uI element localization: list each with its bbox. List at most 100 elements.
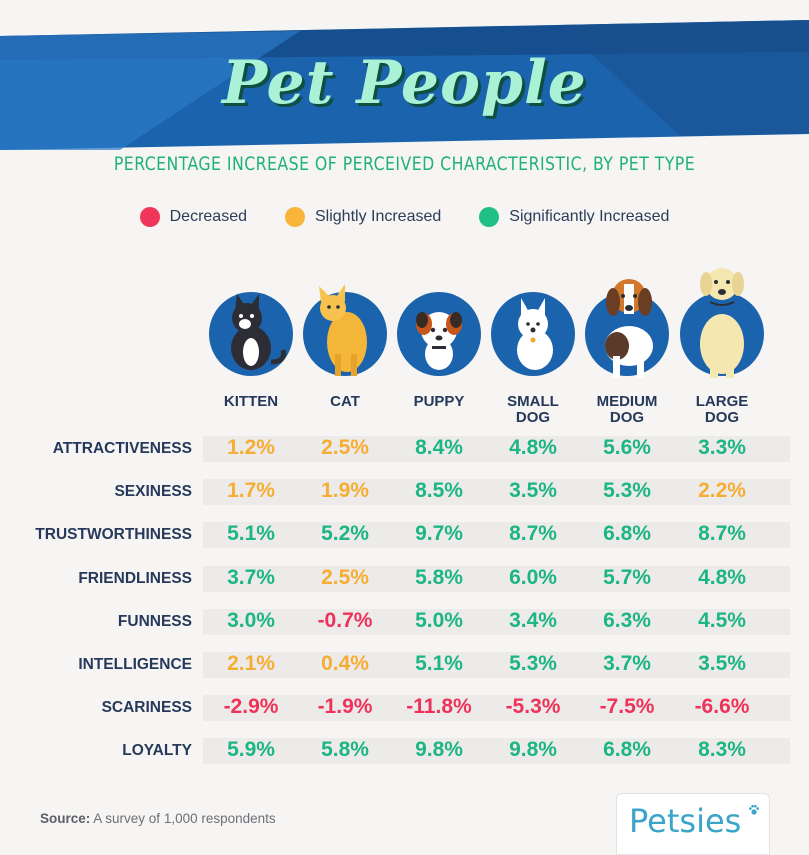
table-cell-large_dog: 8.7% bbox=[698, 522, 746, 546]
brand-name: Petsies bbox=[629, 802, 742, 840]
table-cell-cat: 1.9% bbox=[321, 479, 369, 503]
table-cell-medium_dog: 6.3% bbox=[603, 608, 651, 632]
table-cell-medium_dog: 5.6% bbox=[603, 436, 651, 459]
row-label: LOYALTY bbox=[122, 742, 192, 760]
table-cell-kitten: 3.0% bbox=[227, 608, 275, 632]
table-cell-kitten: -2.9% bbox=[223, 695, 279, 719]
row-label: SEXINESS bbox=[114, 483, 192, 501]
cat-icon bbox=[303, 284, 387, 376]
table-cell-kitten: 5.1% bbox=[227, 522, 275, 546]
table-cell-small_dog: 6.0% bbox=[509, 565, 557, 589]
table-cell-puppy: 8.5% bbox=[415, 479, 463, 503]
table-cell-puppy: 9.7% bbox=[415, 522, 463, 546]
table-row bbox=[203, 652, 790, 678]
column-header-line: SMALL bbox=[507, 393, 559, 410]
column-header-small-dog: SMALL DOG bbox=[486, 394, 580, 426]
table-cell-large_dog: 2.2% bbox=[698, 479, 746, 503]
row-label: FRIENDLINESS bbox=[78, 569, 192, 587]
table-cell-puppy: 5.8% bbox=[415, 565, 463, 589]
column-header-line: DOG bbox=[704, 409, 740, 426]
table-cell-small_dog: 3.5% bbox=[509, 479, 557, 503]
table-cell-small_dog: 9.8% bbox=[509, 738, 557, 762]
table-cell-cat: 2.5% bbox=[321, 436, 369, 459]
row-label: TRUSTWORTHINESS bbox=[35, 526, 192, 544]
column-header-kitten: KITTEN bbox=[204, 394, 298, 410]
column-header-line: CAT bbox=[330, 393, 360, 410]
table-cell-cat: -1.9% bbox=[317, 695, 373, 719]
source-text: A survey of 1,000 respondents bbox=[93, 811, 276, 826]
table-cell-puppy: 5.1% bbox=[415, 652, 463, 675]
column-header-line: DOG bbox=[515, 409, 551, 426]
table-cell-large_dog: -6.6% bbox=[694, 695, 750, 719]
page-subtitle: PERCENTAGE INCREASE OF PERCEIVED CHARACT… bbox=[113, 153, 696, 175]
table-cell-small_dog: 3.4% bbox=[509, 608, 557, 632]
column-header-line: LARGE bbox=[695, 393, 749, 410]
legend-label: Slightly Increased bbox=[314, 208, 442, 225]
table-cell-kitten: 3.7% bbox=[227, 565, 275, 589]
table-cell-cat: 2.5% bbox=[321, 565, 369, 589]
legend-item-decreased: Decreased bbox=[139, 207, 247, 227]
column-header-line: DOG bbox=[609, 409, 645, 426]
table-cell-medium_dog: 3.7% bbox=[603, 652, 651, 675]
legend-dot-significantly-increased bbox=[479, 207, 500, 227]
kitten-icon bbox=[209, 292, 293, 376]
legend-item-slightly-increased: Slightly Increased bbox=[284, 207, 442, 227]
table-cell-medium_dog: 5.7% bbox=[603, 565, 651, 589]
table-cell-puppy: -11.8% bbox=[406, 695, 472, 719]
paw-icon bbox=[749, 804, 759, 815]
legend: Decreased Slightly Increased Significant… bbox=[0, 207, 809, 227]
table-cell-medium_dog: 6.8% bbox=[603, 522, 651, 546]
table-row bbox=[203, 479, 790, 506]
small-dog-icon bbox=[491, 292, 575, 376]
column-header-line: MEDIUM bbox=[596, 393, 658, 410]
legend-label: Significantly Increased bbox=[509, 208, 670, 225]
large-dog-icon bbox=[680, 268, 764, 378]
table-cell-small_dog: 4.8% bbox=[509, 436, 557, 459]
table-cell-small_dog: -5.3% bbox=[505, 695, 561, 719]
source-note: Source: A survey of 1,000 respondents bbox=[40, 811, 276, 826]
source-label: Source: bbox=[40, 811, 91, 826]
column-header-cat: CAT bbox=[298, 394, 392, 410]
table-cell-large_dog: 4.8% bbox=[698, 565, 746, 589]
table-cell-cat: 0.4% bbox=[321, 652, 369, 675]
table-row bbox=[203, 565, 790, 592]
column-header-puppy: PUPPY bbox=[392, 394, 486, 410]
table-cell-puppy: 9.8% bbox=[415, 738, 463, 762]
table-cell-large_dog: 3.3% bbox=[698, 436, 746, 459]
table-cell-kitten: 5.9% bbox=[227, 738, 275, 762]
medium-dog-icon bbox=[585, 279, 669, 378]
table-cell-cat: 5.2% bbox=[321, 522, 369, 546]
header-banner bbox=[0, 20, 809, 150]
table-cell-kitten: 1.2% bbox=[227, 436, 275, 459]
table-row bbox=[203, 436, 790, 462]
table-cell-kitten: 1.7% bbox=[227, 479, 275, 503]
table-cell-small_dog: 8.7% bbox=[509, 522, 557, 546]
table-cell-medium_dog: -7.5% bbox=[599, 695, 655, 719]
table-cell-cat: -0.7% bbox=[317, 608, 373, 632]
table-cell-large_dog: 8.3% bbox=[698, 738, 746, 762]
table-row bbox=[203, 608, 790, 635]
table-cell-medium_dog: 5.3% bbox=[603, 479, 651, 503]
column-header-line: KITTEN bbox=[223, 393, 279, 410]
row-label: ATTRACTIVENESS bbox=[52, 440, 192, 457]
table-cell-kitten: 2.1% bbox=[227, 652, 275, 675]
page-title: Pet People bbox=[222, 48, 587, 118]
legend-dot-slightly-increased bbox=[284, 207, 305, 227]
legend-dot-decreased bbox=[139, 207, 160, 227]
row-label: SCARINESS bbox=[101, 699, 192, 717]
table-cell-small_dog: 5.3% bbox=[509, 652, 557, 675]
table-cell-large_dog: 3.5% bbox=[698, 652, 746, 675]
table-row bbox=[203, 695, 790, 722]
table-cell-cat: 5.8% bbox=[321, 738, 369, 762]
column-header-large-dog: LARGE DOG bbox=[675, 394, 769, 426]
row-label: FUNNESS bbox=[117, 612, 192, 630]
table-row bbox=[203, 522, 790, 549]
table-cell-puppy: 5.0% bbox=[415, 608, 463, 632]
table-row bbox=[203, 738, 790, 765]
row-label: INTELLIGENCE bbox=[78, 656, 192, 673]
table-cell-medium_dog: 6.8% bbox=[603, 738, 651, 762]
table-cell-large_dog: 4.5% bbox=[698, 608, 746, 632]
table-cell-puppy: 8.4% bbox=[415, 436, 463, 459]
legend-label: Decreased bbox=[169, 208, 247, 225]
puppy-icon bbox=[397, 292, 481, 376]
